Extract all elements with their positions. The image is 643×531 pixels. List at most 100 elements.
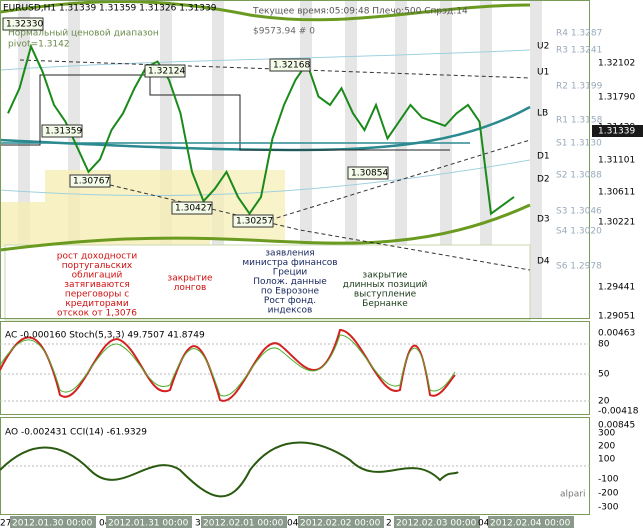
price-box-label: 1.32168: [273, 61, 310, 71]
ao-axis-label: -300: [598, 503, 619, 513]
annotation: кредиторами: [65, 299, 129, 309]
dynamic: 1.321021.317901.314391.311011.306111.302…: [0, 17, 643, 529]
channel-label: D1: [537, 152, 550, 162]
price-box-label: 1.31359: [45, 127, 82, 137]
annotation: закрытие: [167, 274, 213, 284]
annotation: длинных позиций: [343, 280, 428, 290]
channel-label: LB: [537, 109, 548, 119]
symbol: EURUSD,H1 1.31339 1.31359 1.31326 1.3133…: [3, 4, 217, 14]
price-box: [347, 166, 389, 180]
price-box-label: 1.30257: [236, 217, 273, 227]
annotation: отскок от 1,3076: [57, 309, 137, 319]
price-box-label: 1.32124: [148, 67, 185, 77]
price-box: [232, 214, 274, 228]
time-box: [201, 516, 287, 528]
ao-title: AO -0.002431 CCI(14) -61.9329: [5, 428, 147, 438]
time-label: 2012.01.30 00:00: [12, 519, 93, 529]
range-label: Нормальный ценовой диапазон: [8, 29, 159, 39]
annotation: по Еврозоне: [261, 287, 320, 297]
price-label: 1.30221: [598, 218, 635, 228]
pivot-level: R2 1.3199: [556, 82, 603, 92]
annotation: заявления: [265, 249, 314, 259]
ac-title: AC -0.000160 Stoch(5,3,3) 49.7507 41.874…: [5, 331, 205, 341]
time-label: 2012.02.01 00:00: [203, 519, 284, 529]
annotation: Рост фонд.: [264, 296, 316, 306]
channel-label: U1: [537, 68, 549, 78]
price-box-label: 1.32330: [6, 20, 43, 30]
current-price: 1.31339: [598, 127, 635, 137]
ac-axis-label: 80: [598, 340, 610, 350]
price-box-label: 1.30854: [351, 169, 388, 179]
channel-label: D4: [537, 257, 550, 267]
annotation: закрытие: [362, 271, 408, 281]
time-box: [10, 516, 96, 528]
price-box: [269, 58, 311, 72]
channel-label: D3: [537, 215, 550, 225]
annotation: Бернанке: [362, 299, 408, 309]
time-label: 2: [386, 519, 392, 529]
price-box-label: 1.30427: [175, 204, 212, 214]
pivot-level: S4 1.3020: [556, 227, 602, 237]
status: Текущее время:05:09:48 Плечо:500 Спрэд:1…: [252, 7, 468, 17]
ao-axis-label: 0.00845: [598, 421, 635, 431]
time-label: 2012.02.02 00:00: [300, 519, 381, 529]
session-stripes: [18, 0, 542, 318]
annotation: Полож. данные: [253, 277, 327, 287]
annotation: португальских: [62, 261, 133, 271]
pivot-level: R1 1.3158: [556, 116, 603, 126]
time-label: 04:: [287, 519, 301, 529]
ac-axis-label: -0.00418: [598, 407, 639, 417]
price-box: [2, 17, 44, 31]
pivot-level: R4 1.3287: [556, 29, 602, 39]
annotation: переговоры с: [65, 290, 129, 300]
price-label: 1.29051: [598, 312, 635, 322]
time-label: 27: [0, 519, 11, 529]
ac-axis-label: 20: [598, 397, 610, 407]
time-box: [106, 516, 192, 528]
annotation: облигаций: [72, 271, 123, 281]
current-price-box: [592, 125, 643, 137]
time-box: [298, 516, 384, 528]
time-label: 31: [195, 519, 206, 529]
price-label: 1.30611: [598, 188, 635, 198]
annotation: рост доходности: [57, 252, 138, 262]
pivot-level: S2 1.3088: [556, 171, 602, 181]
ao-axis-label: 300: [598, 429, 615, 439]
pivot-level: S3 1.3046: [556, 207, 602, 217]
time-label: 2012.02.04 00:00: [490, 519, 571, 529]
price-line: [7, 43, 515, 216]
annotation: Греции: [273, 268, 308, 278]
pivot-level: S6 1.2978: [556, 262, 602, 272]
price-box-label: 1.30767: [73, 177, 110, 187]
price-label: 1.29441: [598, 283, 635, 293]
time-label: 2012.02.03 00:00: [396, 519, 477, 529]
time-box: [488, 516, 574, 528]
annotation: министра финансов: [242, 258, 337, 268]
price-label: 1.31790: [598, 93, 635, 103]
time-label: 2012.01.31 00:00: [108, 519, 189, 529]
channel-label: U2: [537, 42, 549, 52]
stochastic: [0, 328, 459, 498]
time-box: [394, 516, 480, 528]
time-label: 04: [478, 519, 490, 529]
price-box: [171, 201, 213, 215]
ao-axis-label: -200: [598, 489, 619, 499]
annotation: выступление: [354, 290, 417, 300]
price-box: [69, 174, 111, 188]
price-box: [41, 124, 83, 138]
account: $9573.94 # 0: [253, 27, 315, 37]
pivot: pivot=1.3142: [8, 40, 70, 50]
price-label: 1.32102: [598, 59, 635, 69]
channel-label: D2: [537, 175, 550, 185]
pivot-level: S1 1.3130: [556, 139, 602, 149]
annotation: затягиваются: [64, 280, 130, 290]
time-label: 04: [99, 519, 111, 529]
price-label: 1.31101: [598, 156, 635, 166]
ac-axis-label: 0.00463: [598, 329, 635, 339]
ao-axis-label: 200: [598, 442, 615, 452]
price-box: [144, 64, 186, 78]
channels: [0, 0, 531, 271]
ac-axis-label: 50: [598, 370, 610, 380]
annotation: лонгов: [174, 283, 207, 293]
